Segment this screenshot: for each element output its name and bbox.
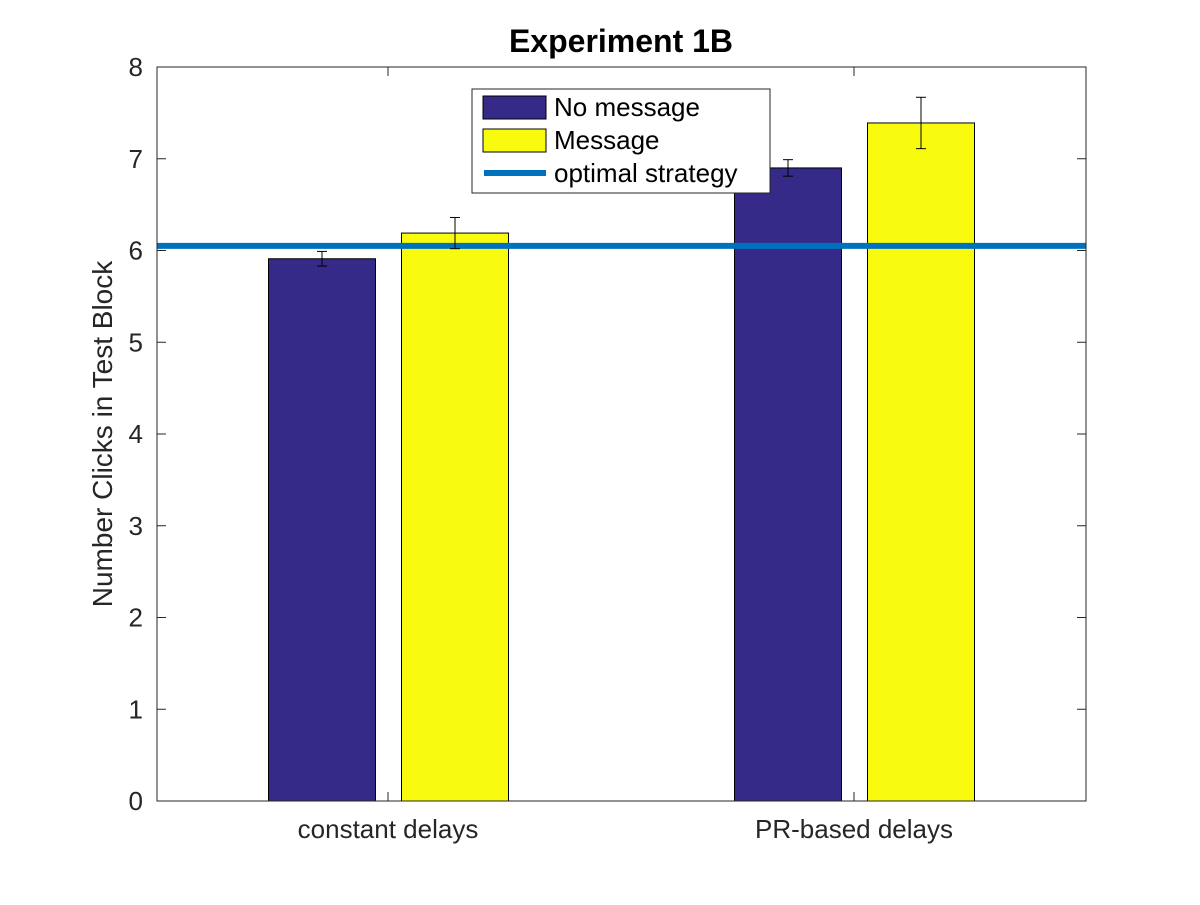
chart-title: Experiment 1B <box>509 23 733 59</box>
y-tick-label: 5 <box>129 327 143 357</box>
bar-message-pr-based <box>867 122 975 802</box>
legend-swatch-no-message <box>482 95 547 120</box>
y-tick-label: 1 <box>129 694 143 724</box>
bar-no-message-constant <box>268 258 376 802</box>
bar-no-message-pr-based <box>734 167 842 802</box>
legend-label-message: Message <box>554 125 660 155</box>
x-tick-label: PR-based delays <box>755 814 953 844</box>
y-tick-label: 3 <box>129 511 143 541</box>
legend-swatch-message <box>482 128 547 153</box>
y-tick-label: 6 <box>129 236 143 266</box>
bar-message-constant <box>401 232 509 802</box>
y-axis-label: Number Clicks in Test Block <box>87 260 118 607</box>
legend-label-no-message: No message <box>554 92 700 122</box>
legend-label-optimal-strategy: optimal strategy <box>554 158 738 188</box>
y-tick-label: 2 <box>129 603 143 633</box>
y-tick-label: 7 <box>129 144 143 174</box>
error-bar <box>450 216 460 250</box>
x-tick-label: constant delays <box>298 814 479 844</box>
y-tick-label: 0 <box>129 786 143 816</box>
error-bar <box>317 250 327 267</box>
error-bar <box>783 159 793 177</box>
y-tick-label: 4 <box>129 419 143 449</box>
error-bar <box>916 96 926 150</box>
y-tick-label: 8 <box>129 52 143 82</box>
